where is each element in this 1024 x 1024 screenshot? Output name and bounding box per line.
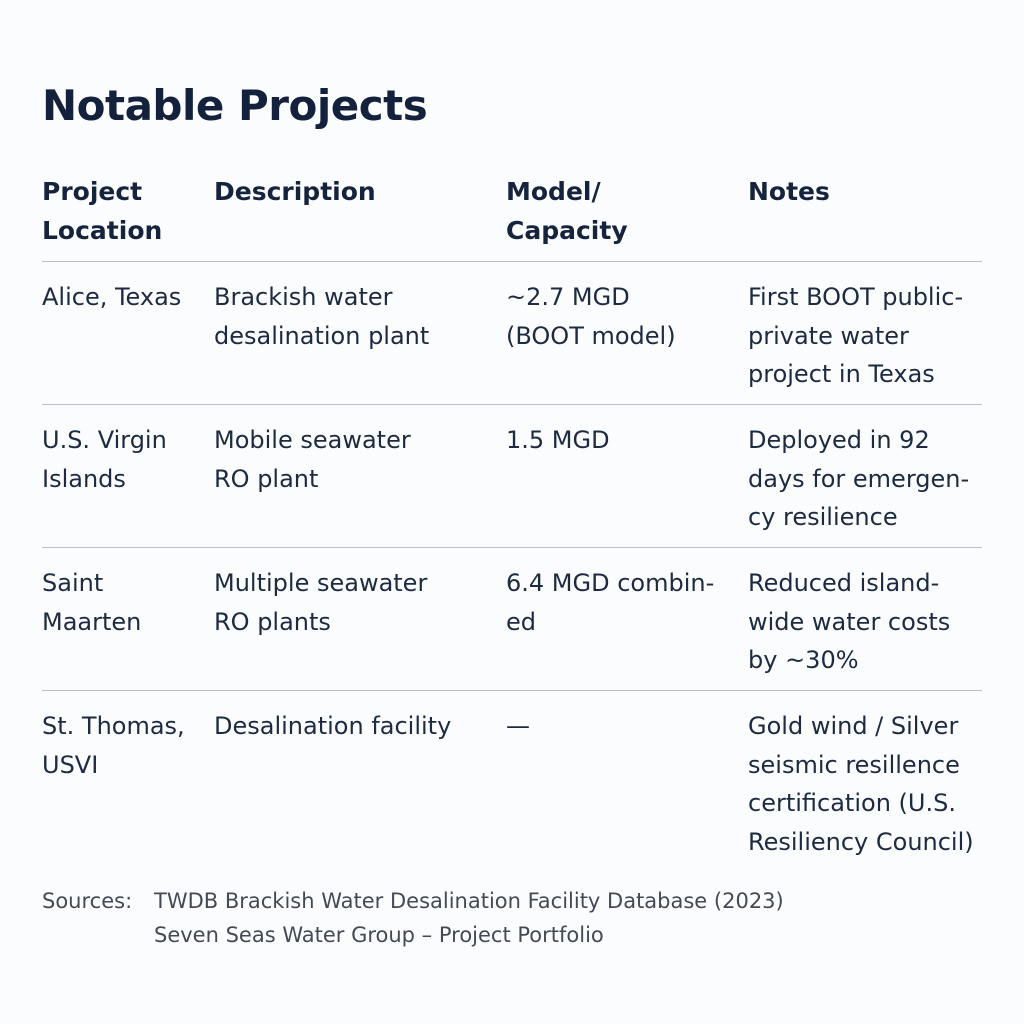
header-notes: Notes <box>748 177 830 206</box>
cell-location: Saint Maarten <box>42 569 142 636</box>
cell-model-capacity: — <box>506 712 530 740</box>
cell-notes: Deployed in 92 days for emergen- cy resi… <box>748 426 970 531</box>
cell-model-capacity: ~2.7 MGD (BOOT model) <box>506 283 676 350</box>
header-description: Description <box>214 177 376 206</box>
cell-description: Mobile seawater RO plant <box>214 426 411 493</box>
table-header-row: Project Location Description Model/ Capa… <box>42 176 982 262</box>
table-row: Saint Maarten Multiple seawater RO plant… <box>42 548 982 691</box>
cell-description: Brackish water desalination plant <box>214 283 430 350</box>
source-item: Seven Seas Water Group – Project Portfol… <box>154 923 604 947</box>
header-model-capacity: Model/ Capacity <box>506 177 628 245</box>
cell-model-capacity: 6.4 MGD combin- ed <box>506 569 715 636</box>
projects-table: Project Location Description Model/ Capa… <box>42 176 982 871</box>
header-project-location: Project Location <box>42 177 163 245</box>
cell-location: U.S. Virgin Islands <box>42 426 167 493</box>
cell-model-capacity: 1.5 MGD <box>506 426 610 454</box>
cell-notes: Gold wind / Silver seismic resillence ce… <box>748 712 974 856</box>
page-title: Notable Projects <box>42 81 428 130</box>
cell-location: St. Thomas, USVI <box>42 712 185 779</box>
sources-label: Sources: <box>42 889 133 913</box>
cell-notes: Reduced island- wide water costs by ~30% <box>748 569 951 674</box>
table-row: U.S. Virgin Islands Mobile seawater RO p… <box>42 405 982 548</box>
source-item: TWDB Brackish Water Desalination Facilit… <box>154 889 784 913</box>
cell-description: Desalination facility <box>214 712 452 740</box>
table-row: St. Thomas, USVI Desalination facility —… <box>42 691 982 871</box>
cell-location: Alice, Texas <box>42 283 182 311</box>
cell-notes: First BOOT public- private water project… <box>748 283 964 388</box>
table-row: Alice, Texas Brackish water desalination… <box>42 262 982 405</box>
cell-description: Multiple seawater RO plants <box>214 569 428 636</box>
sources-list: TWDB Brackish Water Desalination Facilit… <box>154 884 784 952</box>
